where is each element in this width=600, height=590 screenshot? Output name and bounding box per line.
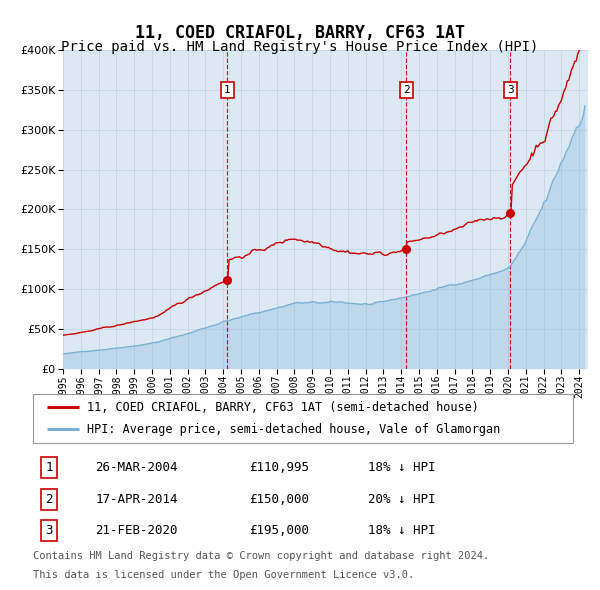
Text: This data is licensed under the Open Government Licence v3.0.: This data is licensed under the Open Gov…: [33, 570, 414, 580]
Text: 17-APR-2014: 17-APR-2014: [95, 493, 178, 506]
Text: £110,995: £110,995: [249, 461, 309, 474]
Text: £195,000: £195,000: [249, 524, 309, 537]
Text: 3: 3: [46, 524, 53, 537]
Text: 11, COED CRIAFOL, BARRY, CF63 1AT: 11, COED CRIAFOL, BARRY, CF63 1AT: [135, 24, 465, 42]
Text: 2: 2: [403, 85, 410, 95]
Text: 1: 1: [224, 85, 230, 95]
Text: 21-FEB-2020: 21-FEB-2020: [95, 524, 178, 537]
Text: 11, COED CRIAFOL, BARRY, CF63 1AT (semi-detached house): 11, COED CRIAFOL, BARRY, CF63 1AT (semi-…: [87, 401, 479, 414]
Text: HPI: Average price, semi-detached house, Vale of Glamorgan: HPI: Average price, semi-detached house,…: [87, 423, 500, 436]
Text: 2: 2: [46, 493, 53, 506]
Text: Contains HM Land Registry data © Crown copyright and database right 2024.: Contains HM Land Registry data © Crown c…: [33, 550, 489, 560]
Text: 26-MAR-2004: 26-MAR-2004: [95, 461, 178, 474]
Text: £150,000: £150,000: [249, 493, 309, 506]
Text: 3: 3: [507, 85, 514, 95]
Text: 20% ↓ HPI: 20% ↓ HPI: [368, 493, 436, 506]
Text: 18% ↓ HPI: 18% ↓ HPI: [368, 461, 436, 474]
FancyBboxPatch shape: [33, 394, 573, 442]
Text: Price paid vs. HM Land Registry's House Price Index (HPI): Price paid vs. HM Land Registry's House …: [61, 40, 539, 54]
Text: 18% ↓ HPI: 18% ↓ HPI: [368, 524, 436, 537]
Text: 1: 1: [46, 461, 53, 474]
